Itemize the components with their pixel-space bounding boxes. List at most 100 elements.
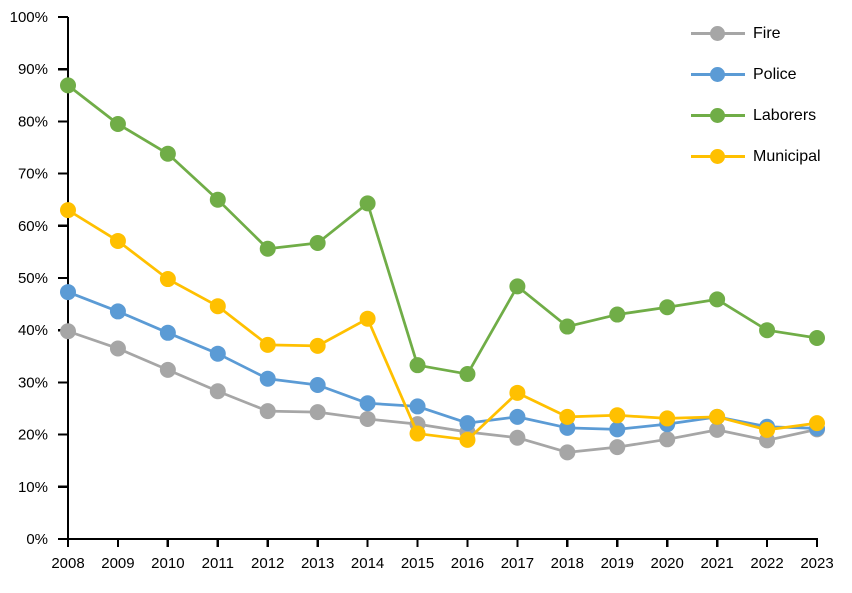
fire-point-2017 (509, 429, 526, 446)
x-tick-label: 2013 (301, 555, 334, 572)
fire-point-2010 (159, 361, 176, 378)
fire-point-2008 (60, 323, 76, 340)
y-tick-label: 90% (18, 61, 48, 78)
municipal-point-2016 (459, 431, 476, 448)
police-point-2009 (109, 303, 126, 320)
x-tick-label: 2009 (101, 555, 134, 572)
y-tick-label: 70% (18, 166, 48, 183)
laborers-series-swatch (691, 108, 745, 123)
fire-point-2021 (709, 421, 726, 438)
police-line (66, 290, 819, 431)
x-tick-label: 2020 (651, 555, 684, 572)
municipal-point-2019 (609, 407, 626, 424)
y-tick-label: 80% (18, 113, 48, 130)
police-point-2016 (459, 415, 476, 432)
y-tick-label: 60% (18, 218, 48, 235)
legend: Fire Police Laborers Municipal (691, 13, 821, 177)
x-tick-label: 2015 (401, 555, 434, 572)
series-fire (60, 323, 825, 461)
municipal-point-2015 (409, 425, 426, 442)
police-point-2010 (159, 324, 176, 341)
laborers-point-2014 (359, 195, 376, 212)
x-tick-label: 2023 (800, 555, 833, 572)
y-tick-label: 50% (18, 270, 48, 287)
legend-item-police: Police (691, 54, 821, 95)
municipal-point-2021 (709, 408, 726, 425)
y-tick-label: 0% (26, 531, 48, 548)
legend-label-laborers: Laborers (753, 106, 817, 124)
fire-line (66, 329, 819, 454)
laborers-point-2013 (309, 235, 326, 252)
y-tick-label: 30% (18, 374, 48, 391)
municipal-point-2013 (309, 337, 326, 354)
police-point-2013 (309, 377, 326, 394)
legend-label-municipal: Municipal (753, 147, 821, 165)
x-tick-label: 2016 (451, 555, 484, 572)
laborers-point-2018 (559, 318, 576, 335)
legend-label-fire: Fire (753, 24, 781, 42)
legend-label-police: Police (753, 65, 797, 83)
police-point-2014 (359, 395, 376, 412)
series-municipal (60, 202, 825, 448)
legend-item-municipal: Municipal (691, 136, 821, 177)
laborers-point-2020 (659, 299, 676, 316)
police-point-2008 (60, 284, 76, 301)
municipal-point-2011 (209, 298, 226, 315)
fire-marker-icon (710, 26, 725, 41)
series-laborers (60, 77, 825, 383)
x-tick-label: 2011 (202, 555, 234, 572)
municipal-point-2014 (359, 310, 376, 327)
x-tick-label: 2008 (51, 555, 84, 572)
x-tick-label: 2022 (750, 555, 783, 572)
municipal-point-2009 (109, 232, 126, 249)
police-point-2011 (209, 345, 226, 362)
municipal-line (66, 208, 819, 442)
municipal-point-2010 (159, 271, 176, 288)
y-tick-label: 10% (18, 479, 48, 496)
fire-point-2012 (259, 403, 276, 420)
laborers-point-2021 (709, 291, 726, 308)
x-tick-label: 2018 (551, 555, 584, 572)
y-tick-label: 100% (10, 9, 48, 26)
fire-series-swatch (691, 26, 745, 41)
legend-item-laborers: Laborers (691, 95, 821, 136)
y-tick-label: 40% (18, 322, 48, 339)
laborers-point-2011 (209, 191, 226, 208)
municipal-point-2018 (559, 408, 576, 425)
laborers-point-2008 (60, 77, 76, 94)
x-tick-label: 2012 (251, 555, 284, 572)
police-point-2018 (559, 419, 576, 436)
fire-point-2009 (109, 340, 126, 357)
laborers-point-2009 (109, 116, 126, 133)
municipal-point-2020 (659, 410, 676, 427)
police-point-2019 (609, 421, 626, 438)
laborers-point-2022 (759, 322, 776, 339)
laborers-point-2023 (809, 330, 825, 347)
laborers-line (66, 84, 819, 376)
laborers-point-2017 (509, 278, 526, 295)
x-tick-label: 2021 (700, 555, 733, 572)
police-series-swatch (691, 67, 745, 82)
fire-point-2013 (309, 404, 326, 421)
x-tick-label: 2019 (601, 555, 634, 572)
axes: 0% 10% 20% 30% 40% 50% 60% 70% 80% 90% 100% 2008 200… (10, 9, 834, 572)
x-tick-label: 2017 (501, 555, 534, 572)
police-point-2017 (509, 408, 526, 425)
fire-point-2018 (559, 444, 576, 461)
police-point-2012 (259, 370, 276, 387)
fire-point-2019 (609, 439, 626, 456)
y-tick-label: 20% (18, 427, 48, 444)
laborers-marker-icon (710, 108, 725, 123)
laborers-point-2010 (159, 145, 176, 162)
municipal-point-2012 (259, 336, 276, 353)
municipal-point-2023 (809, 415, 825, 432)
laborers-point-2012 (259, 240, 276, 257)
fire-point-2020 (659, 431, 676, 448)
legend-item-fire: Fire (691, 13, 821, 54)
municipal-marker-icon (710, 149, 725, 164)
municipal-point-2008 (60, 202, 76, 219)
municipal-point-2022 (759, 421, 776, 438)
x-tick-label: 2014 (351, 555, 384, 572)
